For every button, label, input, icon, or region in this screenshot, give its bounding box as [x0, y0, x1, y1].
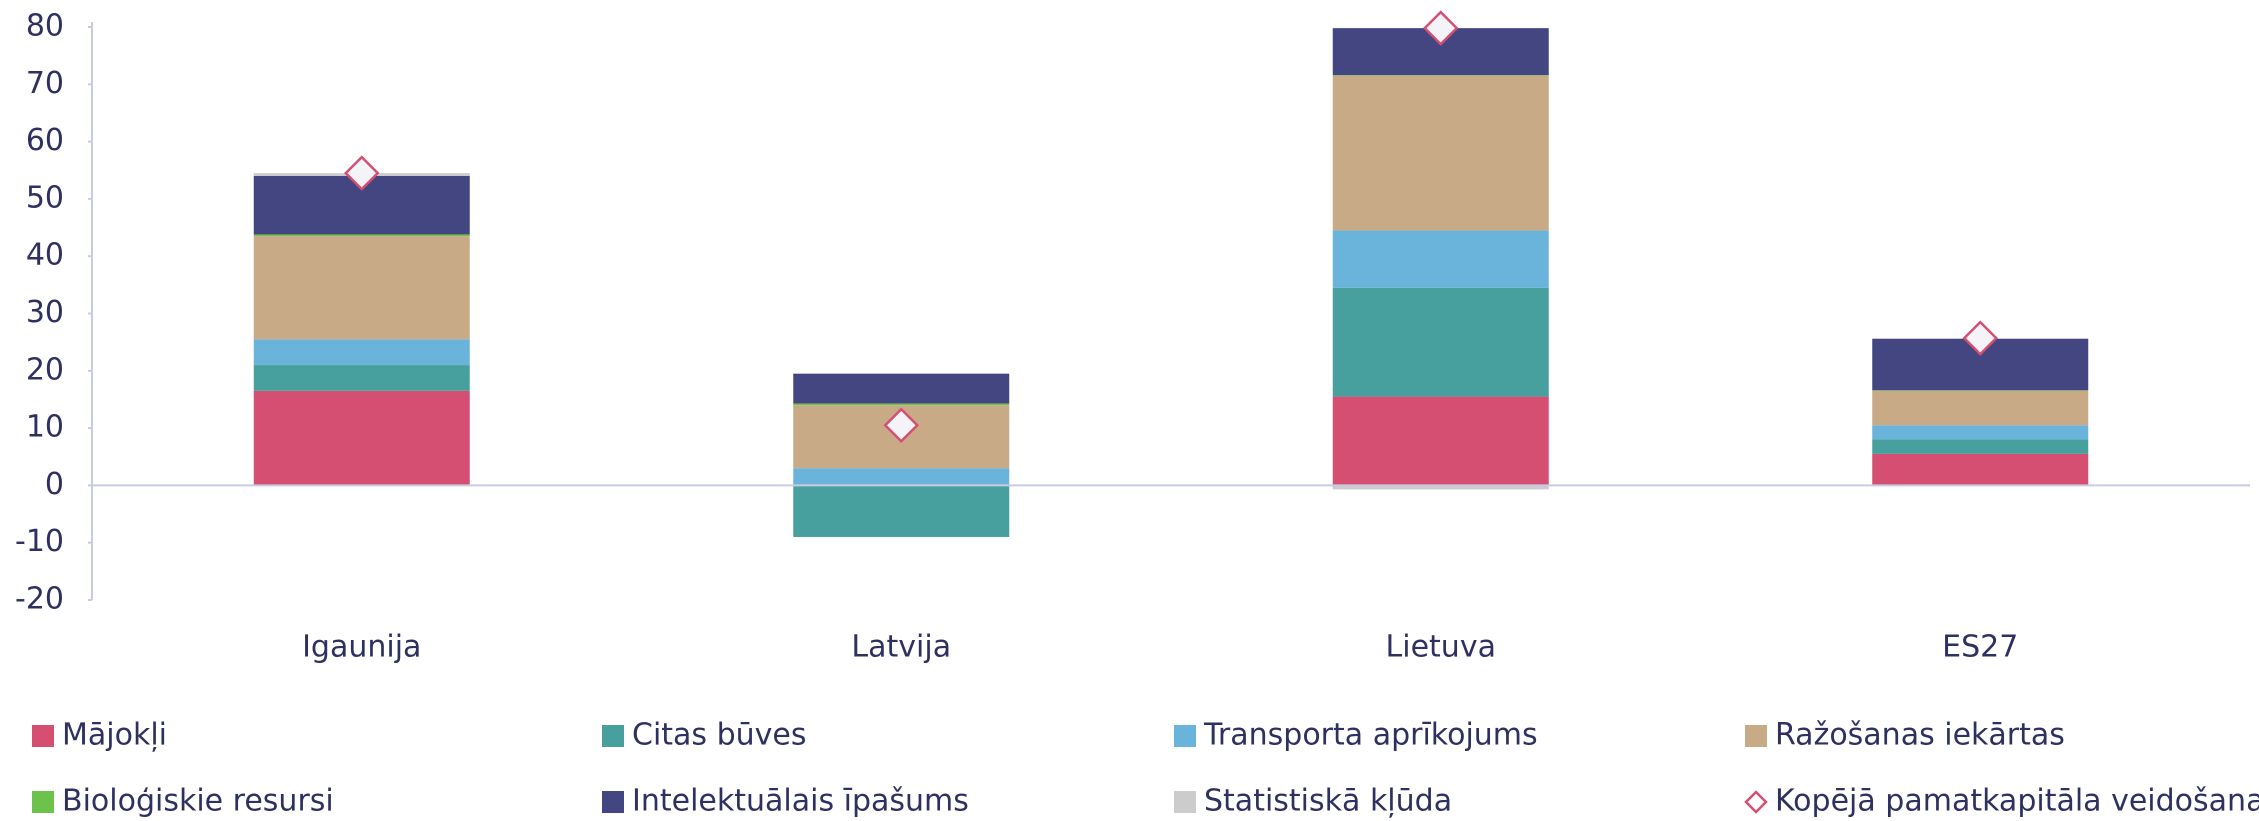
- bar-segment: [253, 339, 470, 366]
- legend-label: Intelektuālais īpašums: [632, 784, 969, 819]
- bar-segment: [793, 468, 1010, 486]
- bar-segment: [253, 236, 470, 340]
- legend-label: Bioloģiskie resursi: [62, 784, 334, 819]
- legend-label: Ražošanas iekārtas: [1775, 718, 2065, 753]
- y-tick-label: 50: [26, 180, 64, 215]
- bar-segment: [253, 365, 470, 391]
- bar-segment: [1872, 390, 2089, 426]
- bar-segment: [793, 373, 1010, 404]
- total-marker: [1422, 10, 1459, 46]
- bar-segment: [253, 390, 470, 486]
- legend-marker: [1744, 790, 1768, 814]
- bar-segment: [1872, 439, 2089, 454]
- y-tick-label: 0: [45, 467, 64, 502]
- x-tick-label: ES27: [1942, 630, 2018, 665]
- legend-swatch: [1174, 791, 1196, 813]
- legend-label: Mājokļi: [62, 718, 167, 753]
- x-tick-label: Latvija: [851, 630, 951, 665]
- y-tick-label: 60: [26, 123, 64, 158]
- legend-label: Statistiskā kļūda: [1204, 784, 1452, 819]
- legend-swatch: [602, 791, 624, 813]
- legend-label: Kopējā pamatkapitāla veidošana: [1775, 784, 2259, 819]
- x-tick-label: Igaunija: [302, 630, 421, 665]
- bar-segment: [1872, 390, 2089, 391]
- legend-swatch: [602, 725, 624, 747]
- y-tick-label: 30: [26, 295, 64, 330]
- bar-segment: [253, 234, 470, 237]
- y-tick-label: 10: [26, 410, 64, 445]
- bar-segment: [793, 403, 1010, 406]
- legend-swatch: [1174, 725, 1196, 747]
- legend-swatch: [32, 725, 54, 747]
- y-tick-label: 20: [26, 352, 64, 387]
- legend-label: Transporta aprīkojums: [1203, 718, 1538, 753]
- x-tick-label: Lietuva: [1386, 630, 1496, 665]
- legend-swatch: [32, 791, 54, 813]
- bar-segment: [1332, 287, 1549, 397]
- bar-segment: [1332, 75, 1549, 76]
- total-marker: [343, 155, 380, 191]
- bar-segment: [1332, 485, 1549, 490]
- bar-segment: [1872, 453, 2089, 486]
- total-marker: [883, 407, 920, 444]
- bar-segment: [1332, 230, 1549, 288]
- total-marker: [1962, 320, 1999, 356]
- y-tick-label: 80: [26, 9, 64, 44]
- legend-swatch: [1745, 725, 1767, 747]
- y-tick-label: 70: [26, 66, 64, 101]
- legend-label: Citas būves: [632, 718, 807, 753]
- bar-segment: [1332, 396, 1549, 486]
- y-tick-label: -20: [15, 582, 64, 617]
- y-tick-label: -10: [15, 524, 64, 559]
- y-tick-label: 40: [26, 238, 64, 273]
- bar-segment: [1872, 425, 2089, 440]
- bar-segment: [793, 485, 1010, 537]
- bar-segment: [1332, 75, 1549, 231]
